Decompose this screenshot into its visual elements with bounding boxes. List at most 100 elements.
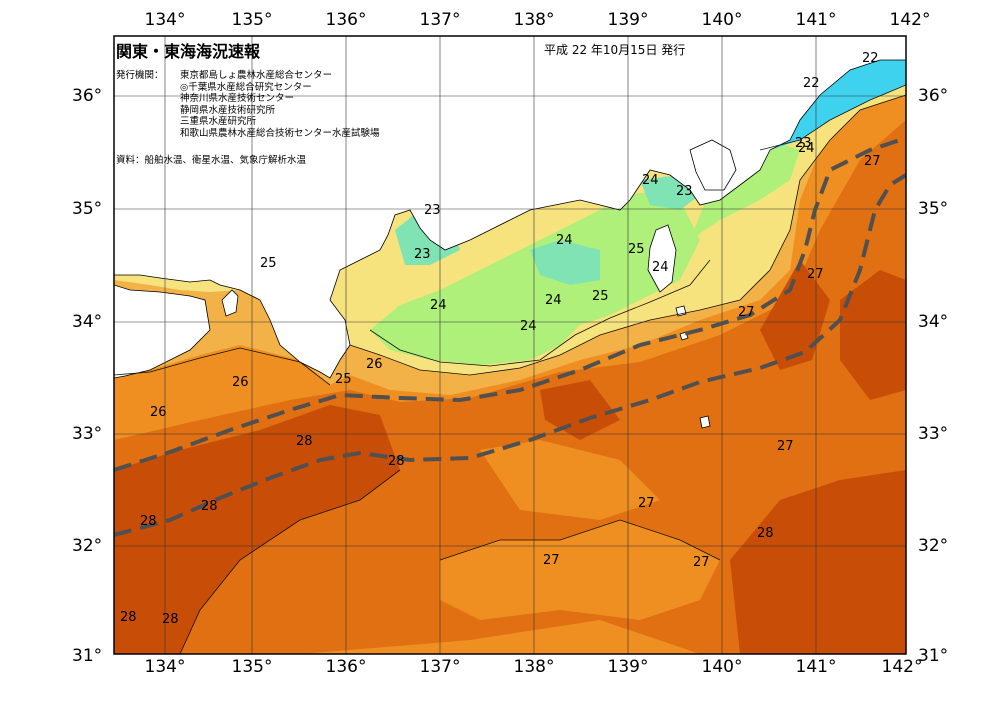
kuroshio-axis-south xyxy=(114,173,906,537)
kuroshio-axis xyxy=(114,136,906,537)
isotherm-label: 23 xyxy=(414,247,431,262)
lon-label-142: 142° xyxy=(889,10,931,30)
isotherm-label: 26 xyxy=(232,375,249,390)
map-frame xyxy=(113,35,907,655)
issuer-item: 三重県水産研究所 xyxy=(180,116,257,127)
kuroshio-axis-north xyxy=(114,136,906,472)
lat-label-36: 36° xyxy=(72,86,103,106)
water-29 xyxy=(114,405,400,654)
lon-label-139: 139° xyxy=(607,657,649,677)
isotherm-label: 25 xyxy=(592,289,609,304)
isotherm-label: 26 xyxy=(150,405,167,420)
water-27-patch xyxy=(480,440,660,520)
lon-label-138: 138° xyxy=(513,10,555,30)
isotherm-label: 24 xyxy=(430,298,447,313)
water-29 xyxy=(730,470,906,654)
map-area: 22 22 23 24 23 24 23 23 24 24 25 24 24 2… xyxy=(114,36,906,654)
lat-label-35: 35° xyxy=(918,199,949,219)
land-awaji-island xyxy=(221,289,239,317)
isotherm-label: 22 xyxy=(862,51,879,66)
isotherm-label: 28 xyxy=(388,454,405,469)
lat-label-34: 34° xyxy=(72,312,103,332)
isotherm-label: 26 xyxy=(366,357,383,372)
water-28 xyxy=(114,120,906,654)
water-24 xyxy=(690,140,800,240)
lon-label-134: 134° xyxy=(144,657,186,677)
map-title: 関東・東海海況速報 xyxy=(116,42,261,61)
data-sources: 資料：船舶水温、衛星水温、気象庁解析水温 xyxy=(116,155,307,166)
isotherm-contours xyxy=(114,84,906,654)
lat-label-36: 36° xyxy=(918,86,949,106)
lon-label-138: 138° xyxy=(513,657,555,677)
issuer-item: 東京都島しょ農林水産総合センター xyxy=(180,70,333,81)
lon-label-137: 137° xyxy=(419,657,461,677)
issuer-item: 神奈川県水産技術センター xyxy=(180,93,295,104)
isotherm-label: 25 xyxy=(260,256,277,271)
isotherm-label: 28 xyxy=(296,434,313,449)
lon-label-135: 135° xyxy=(231,10,273,30)
lat-label-33: 33° xyxy=(72,424,103,444)
lat-label-31: 31° xyxy=(918,646,949,666)
isotherm-label: 24 xyxy=(798,141,815,156)
isotherm-label: 23 xyxy=(424,203,441,218)
isotherm-label: 24 xyxy=(652,260,669,275)
issuers-block: 発行機関： 東京都島しょ農林水産総合センター ◎千葉県水産総合研究センター 神奈川… xyxy=(116,70,380,139)
lat-label-35: 35° xyxy=(72,199,103,219)
isotherm-label: 27 xyxy=(638,496,655,511)
lon-label-136: 136° xyxy=(325,10,367,30)
isotherm-label: 24 xyxy=(642,173,659,188)
land-hachijojima-island xyxy=(699,415,711,429)
lon-label-137: 137° xyxy=(419,10,461,30)
lon-label-134: 134° xyxy=(144,10,186,30)
water-24 xyxy=(370,190,700,365)
water-27-patch xyxy=(440,520,720,620)
isotherm-label: 27 xyxy=(543,553,560,568)
isotherm-label: 27 xyxy=(807,267,824,282)
isotherm-label: 28 xyxy=(201,499,218,514)
isotherm-label: 24 xyxy=(556,233,573,248)
lon-label-142: 142° xyxy=(881,657,923,677)
isotherm-label: 24 xyxy=(520,319,537,334)
lat-label-32: 32° xyxy=(918,536,949,556)
lat-label-33: 33° xyxy=(918,424,949,444)
isotherm-label: 28 xyxy=(140,514,157,529)
isotherm-label: 28 xyxy=(120,610,137,625)
issuer-item: 静岡県水産技術研究所 xyxy=(180,104,276,116)
issuer-item: 和歌山県農林水産総合技術センター水産試験場 xyxy=(180,127,380,139)
isotherm-label: 23 xyxy=(795,136,812,151)
lon-label-140: 140° xyxy=(701,657,743,677)
water-29 xyxy=(540,380,620,440)
land-izu-peninsula xyxy=(647,224,677,293)
isotherm-label: 27 xyxy=(738,305,755,320)
issuers-label: 発行機関： xyxy=(116,70,164,81)
isotherm-labels: 22 22 23 24 23 24 23 23 24 24 25 24 24 2… xyxy=(120,51,881,627)
isotherm-label: 28 xyxy=(162,612,179,627)
land-kii-peninsula xyxy=(114,36,906,379)
lat-label-31: 31° xyxy=(72,646,103,666)
lat-label-34: 34° xyxy=(918,312,949,332)
isotherm-label: 27 xyxy=(693,555,710,570)
issuer-item: ◎千葉県水産総合研究センター xyxy=(180,81,312,93)
lon-label-140: 140° xyxy=(701,10,743,30)
lon-label-141: 141° xyxy=(795,10,837,30)
water-29 xyxy=(840,270,906,400)
land-boso-peninsula xyxy=(689,139,737,191)
land-shikoku xyxy=(114,284,211,379)
isotherm-label: 22 xyxy=(803,76,820,91)
isotherm-label: 27 xyxy=(777,439,794,454)
isotherm-label: 24 xyxy=(545,293,562,308)
lon-label-141: 141° xyxy=(795,657,837,677)
lon-label-136: 136° xyxy=(325,657,367,677)
lat-label-32: 32° xyxy=(72,536,103,556)
water-23 xyxy=(530,240,600,285)
isotherm-label: 23 xyxy=(676,184,693,199)
lon-label-135: 135° xyxy=(231,657,273,677)
isotherm-label: 25 xyxy=(628,242,645,257)
lat-lon-grid xyxy=(114,36,906,654)
issue-date: 平成 22 年10月15日 発行 xyxy=(544,43,686,57)
isotherm-label: 28 xyxy=(757,526,774,541)
isotherm-label: 25 xyxy=(335,372,352,387)
lon-label-139: 139° xyxy=(607,10,649,30)
isotherm-label: 27 xyxy=(864,154,881,169)
